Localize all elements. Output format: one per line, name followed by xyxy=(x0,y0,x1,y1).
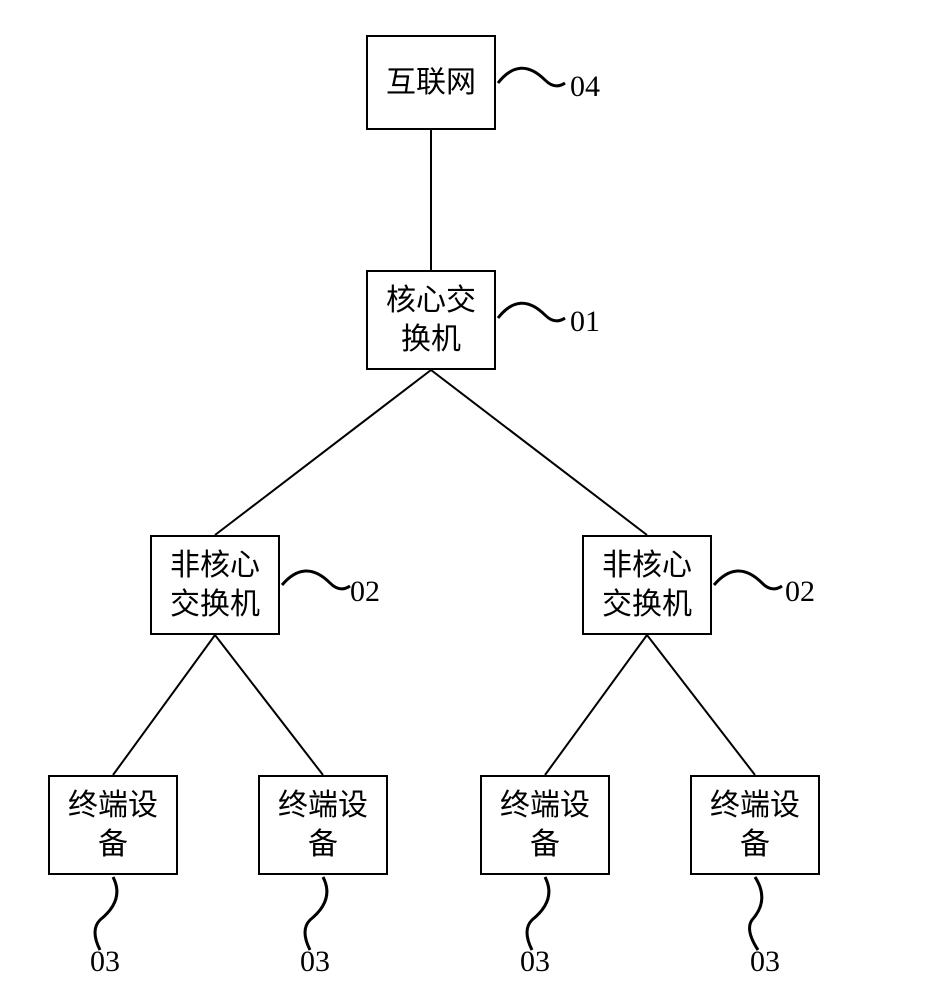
node-term3-text: 终端设 备 xyxy=(500,786,590,864)
label-core-switch: 01 xyxy=(570,305,600,339)
edge-core-noncore-right xyxy=(431,370,647,535)
edge-noncore-left-term1 xyxy=(113,635,215,775)
label-term3: 03 xyxy=(520,945,550,979)
node-core-switch-text: 核心交 换机 xyxy=(386,281,476,359)
node-term4: 终端设 备 xyxy=(690,775,820,875)
edge-noncore-right-term3 xyxy=(545,635,647,775)
label-internet: 04 xyxy=(570,70,600,104)
node-noncore-left-text: 非核心 交换机 xyxy=(170,546,260,624)
connector-term4 xyxy=(750,877,762,950)
label-term1: 03 xyxy=(90,945,120,979)
label-term2: 03 xyxy=(300,945,330,979)
connector-core xyxy=(498,303,565,321)
connector-noncore-right xyxy=(714,571,782,589)
node-term1-text: 终端设 备 xyxy=(68,786,158,864)
label-noncore-left: 02 xyxy=(350,575,380,609)
connector-term3 xyxy=(527,877,549,950)
node-core-switch: 核心交 换机 xyxy=(366,270,496,370)
connector-noncore-left xyxy=(282,571,350,589)
node-term1: 终端设 备 xyxy=(48,775,178,875)
node-term3: 终端设 备 xyxy=(480,775,610,875)
connector-term1 xyxy=(95,877,117,950)
label-noncore-right: 02 xyxy=(785,575,815,609)
node-noncore-right: 非核心 交换机 xyxy=(582,535,712,635)
edge-noncore-right-term4 xyxy=(647,635,755,775)
edge-core-noncore-left xyxy=(215,370,431,535)
node-term2: 终端设 备 xyxy=(258,775,388,875)
edge-noncore-left-term2 xyxy=(215,635,323,775)
connector-internet xyxy=(498,68,565,86)
node-internet: 互联网 xyxy=(366,35,496,130)
node-noncore-left: 非核心 交换机 xyxy=(150,535,280,635)
node-noncore-right-text: 非核心 交换机 xyxy=(602,546,692,624)
node-term2-text: 终端设 备 xyxy=(278,786,368,864)
label-term4: 03 xyxy=(750,945,780,979)
node-internet-text: 互联网 xyxy=(386,63,476,102)
connector-term2 xyxy=(305,877,327,950)
node-term4-text: 终端设 备 xyxy=(710,786,800,864)
